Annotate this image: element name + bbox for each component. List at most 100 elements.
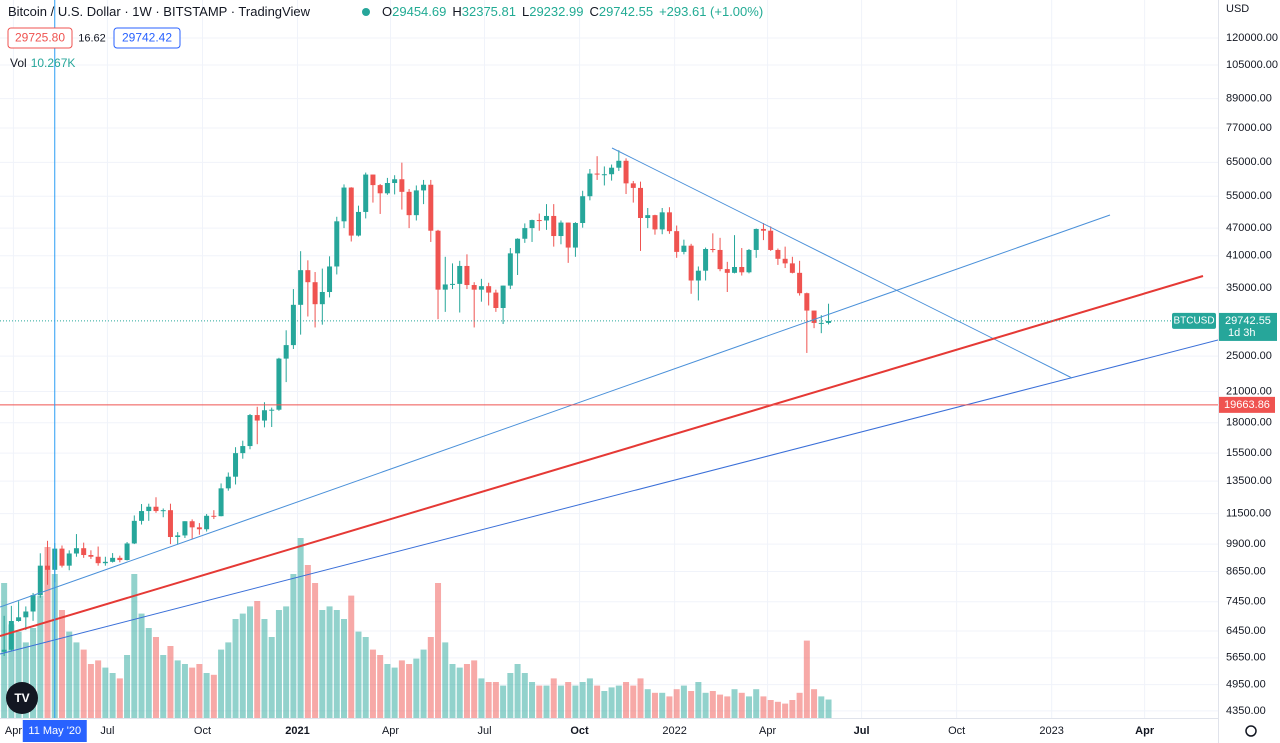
ohlc-legend: O29454.69 H32375.81 L29232.99 C29742.55 +293…	[382, 4, 763, 19]
level-label-box	[1219, 396, 1275, 413]
candle-body	[739, 266, 745, 273]
volume-bar	[362, 637, 369, 718]
volume-bar	[333, 610, 340, 718]
candle-body	[117, 557, 123, 561]
x-tick-label: Oct	[194, 725, 211, 737]
volume-bar	[782, 703, 789, 718]
candle-body	[153, 506, 159, 512]
volume-bar	[304, 565, 311, 718]
x-tick-label: Apr	[5, 725, 22, 737]
ohlc-value: 32375.81	[462, 4, 516, 19]
ohlc-value: 29232.99	[529, 4, 583, 19]
volume-bar	[420, 649, 427, 718]
candles	[1, 150, 832, 657]
y-tick-label: 4950.00	[1226, 679, 1266, 691]
volume-bar	[608, 687, 615, 718]
volume-bar	[232, 619, 239, 718]
candle-body	[348, 187, 354, 236]
y-tick-label: 77000.00	[1226, 122, 1272, 134]
volume-bar	[753, 689, 760, 718]
currency: USD	[1226, 3, 1249, 15]
ask-box	[113, 27, 181, 49]
volume-bar	[319, 610, 326, 718]
y-tick-label: 47000.00	[1226, 222, 1272, 234]
volume-bar	[586, 678, 593, 718]
crosshair-label-box	[22, 720, 87, 742]
volume-bar	[326, 606, 333, 718]
volume-bar	[651, 692, 658, 718]
volume-bar	[601, 691, 608, 718]
settings-gear[interactable]	[1245, 725, 1257, 737]
volume-bar	[767, 700, 774, 718]
volume-bar	[37, 595, 44, 718]
volume-bar	[637, 678, 644, 718]
status-dot	[362, 8, 370, 16]
volume-bar	[550, 678, 557, 718]
candle-body	[688, 245, 694, 281]
y-tick-label: 5650.00	[1226, 652, 1266, 664]
volume-bar	[203, 673, 210, 718]
candle-body	[804, 293, 810, 311]
volume-pane	[1, 538, 832, 718]
volume-bar	[796, 692, 803, 718]
trend-line	[0, 339, 1218, 655]
candle-body	[507, 253, 513, 286]
candle-body	[710, 249, 716, 251]
candle-body	[536, 220, 542, 222]
volume-bar	[478, 678, 485, 718]
volume-bar	[22, 642, 29, 718]
volume-bar	[80, 649, 87, 718]
volume-bar	[355, 631, 362, 718]
candle-body	[529, 220, 535, 229]
candle-body	[442, 284, 448, 290]
x-tick-label: 2023	[1039, 725, 1063, 737]
volume-bar	[261, 619, 268, 718]
x-tick-label: Jul	[854, 725, 870, 737]
candle-body	[139, 511, 145, 521]
ohlc-key: H	[452, 4, 461, 19]
y-tick-label: 9900.00	[1226, 538, 1266, 550]
volume-bar	[160, 655, 167, 718]
candle-body	[645, 215, 651, 219]
y-tick-label: 55000.00	[1226, 190, 1272, 202]
x-tick-label: 2022	[662, 725, 686, 737]
volume-bar	[709, 691, 716, 718]
candle-body	[681, 245, 687, 252]
candle-body	[724, 269, 730, 273]
y-tick-label: 7450.00	[1226, 596, 1266, 608]
ohlc-value: 29454.69	[392, 4, 446, 19]
volume-bar	[174, 660, 181, 718]
candle-body	[471, 285, 477, 290]
volume-bar	[290, 574, 297, 718]
volume-bar	[463, 664, 470, 718]
level-label: 19663.86	[1224, 399, 1270, 411]
volume-bar	[435, 583, 442, 718]
settings-icon[interactable]	[1245, 725, 1257, 737]
volume-bar	[210, 674, 217, 718]
volume-bar	[348, 595, 355, 718]
candle-body	[319, 292, 325, 305]
tv-logo[interactable]	[6, 682, 38, 714]
candle-body	[522, 228, 528, 239]
volume-bar	[181, 664, 188, 718]
candle-body	[146, 506, 152, 512]
volume-bar	[521, 673, 528, 718]
candle-body	[247, 415, 253, 447]
volume-bar	[456, 667, 463, 718]
volume-bar	[818, 696, 825, 718]
y-tick-label: 15500.00	[1226, 447, 1272, 459]
volume-bar	[500, 685, 507, 718]
volume-bar	[623, 682, 630, 718]
candle-body	[45, 565, 51, 570]
axes: 120000.00 105000.00 89000.00 77000.00 65000.…	[5, 32, 1278, 737]
volume-bar	[145, 628, 152, 718]
volume-bar	[283, 606, 290, 718]
volume-bar	[15, 631, 22, 718]
volume-bar	[536, 685, 543, 718]
y-tick-label: 11500.00	[1226, 508, 1271, 520]
y-tick-label: 6450.00	[1226, 625, 1266, 637]
volume-bar	[811, 689, 818, 718]
candle-body	[435, 230, 441, 290]
last-price-label: 29742.55	[1225, 315, 1271, 327]
